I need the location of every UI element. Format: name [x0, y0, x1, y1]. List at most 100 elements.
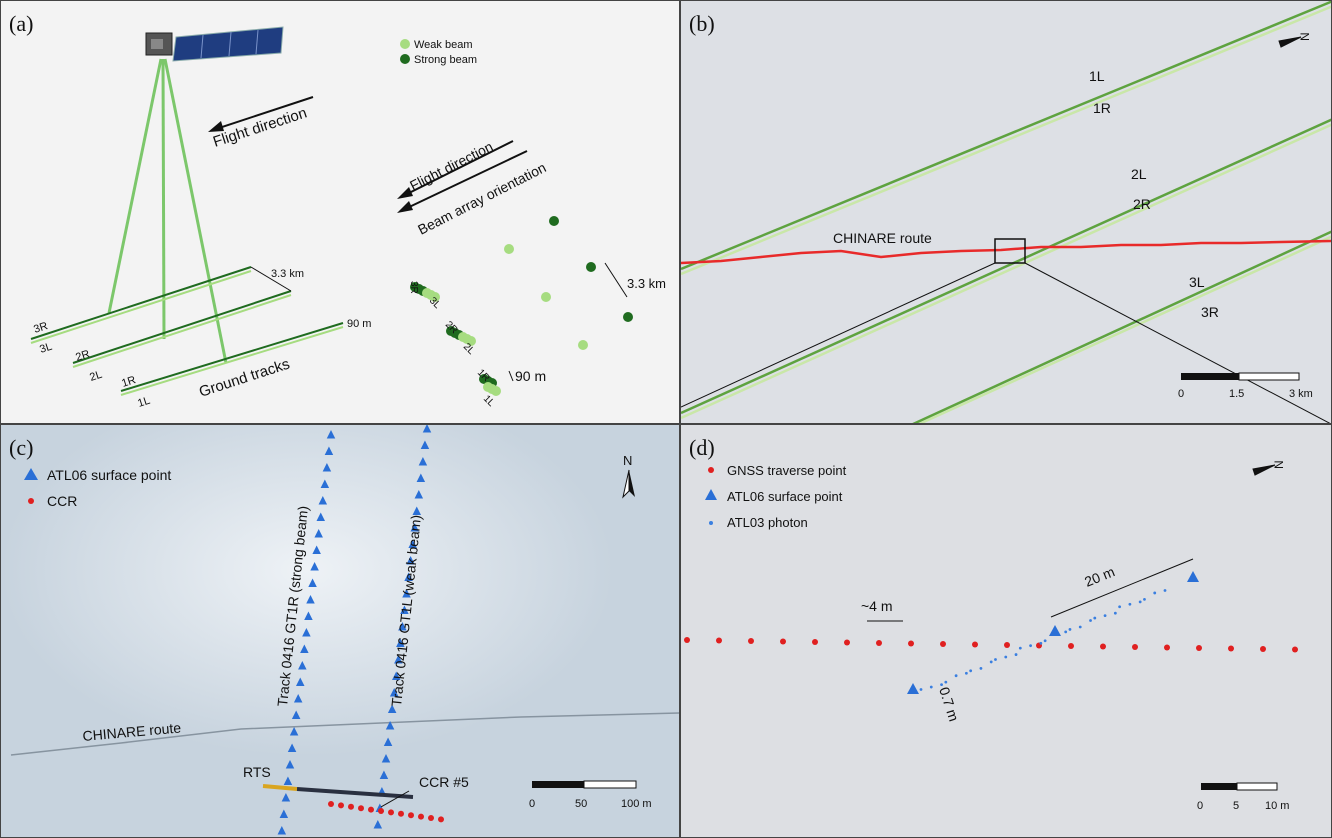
north-arrow-icon — [1278, 36, 1302, 48]
rts-label: RTS — [243, 764, 271, 780]
atl06-point — [392, 671, 401, 680]
beam-footprints — [504, 216, 633, 350]
panel-c: (c) ATL06 surface point CCR N CHINARE ro… — [0, 424, 680, 838]
atl06-point — [314, 529, 323, 538]
distance-90-label-2: 90 m — [515, 368, 546, 384]
track-1r-label: 1R — [120, 374, 137, 390]
chinare-route — [10, 712, 679, 756]
atl06-point — [400, 605, 409, 614]
route-label: CHINARE route — [833, 230, 932, 246]
atl03-photon — [1043, 639, 1047, 643]
atl06-point — [298, 661, 307, 670]
atl06-point — [312, 545, 321, 554]
ccr-point — [418, 813, 424, 820]
atl06-point — [281, 793, 291, 802]
atl06-point — [279, 809, 289, 818]
north-arrow-icon — [1252, 464, 1276, 476]
atl06-point — [396, 638, 405, 647]
flight-direction-arrow — [208, 96, 314, 132]
atl06-point — [385, 721, 395, 730]
track-3l-label: 3L — [38, 341, 53, 356]
track-3l-label: 3L — [1189, 274, 1205, 290]
gnss-point — [1196, 645, 1202, 651]
atl03-photon — [1103, 614, 1107, 618]
rts-traverse — [296, 787, 414, 799]
ccr-point — [398, 810, 404, 817]
panel-d-canvas: (d) GNSS traverse point ATL06 surface po… — [684, 435, 1298, 812]
atl03-photon — [944, 680, 948, 684]
chinare-route — [681, 239, 1331, 265]
ccr-point — [368, 806, 374, 813]
legend-strong-label: Strong beam — [414, 54, 477, 66]
ccr-points — [328, 801, 444, 823]
zoom-line-left — [681, 262, 996, 408]
atl06-point — [316, 512, 325, 521]
atl06-point — [406, 556, 415, 565]
atl06-point — [414, 490, 424, 499]
distance-07-label: 0.7 m — [936, 685, 962, 723]
atl06-point — [907, 683, 919, 694]
gnss-point — [1292, 646, 1298, 653]
atl03-photon — [1093, 616, 1097, 620]
track-3r-label: 3R — [32, 320, 49, 336]
scale-bar — [1201, 782, 1278, 791]
legend-weak-label: Weak beam — [414, 39, 473, 51]
ccr-point — [438, 816, 444, 823]
legend-weak-marker — [400, 39, 410, 49]
atl03-photon — [1163, 589, 1167, 592]
panel-d-label: (d) — [689, 435, 715, 460]
ccr-point — [328, 801, 334, 807]
distance-marker-3 — [508, 370, 514, 382]
ccr-point — [348, 803, 354, 810]
ccr5-label: CCR #5 — [419, 774, 469, 790]
atl03-photon — [919, 688, 923, 691]
atl06-point — [310, 562, 319, 571]
panel-a-canvas: (a) 3R 3L 2R 2L 1R 1L Ground tracks 3.3 … — [9, 11, 666, 410]
atl03-photon — [1113, 611, 1117, 615]
panel-c-canvas: (c) ATL06 surface point CCR N CHINARE ro… — [1, 425, 679, 837]
atl03-photon — [979, 666, 983, 670]
ccr-point — [338, 802, 344, 809]
scale-end: 10 m — [1265, 800, 1289, 812]
atl03-photon — [1068, 628, 1072, 631]
gnss-point — [748, 638, 754, 644]
legend-gnss-label: GNSS traverse point — [727, 463, 847, 478]
distance-3-3-label: 3.3 km — [271, 268, 304, 280]
atl06-point — [402, 589, 411, 598]
footprint-clusters — [410, 282, 501, 396]
satellite-icon — [145, 26, 284, 62]
gnss-point — [1164, 644, 1170, 651]
atl03-photon — [1128, 602, 1132, 606]
atl06-point — [394, 655, 403, 664]
scale-mid: 50 — [575, 798, 587, 810]
legend-ccr-marker — [28, 498, 34, 504]
atl03-photons — [919, 589, 1167, 691]
legend-atl03-label: ATL03 photon — [727, 515, 808, 530]
ccr-point — [358, 805, 364, 812]
distance-20-label: 20 m — [1082, 563, 1117, 589]
scale-end: 100 m — [621, 798, 652, 810]
atl06-point — [420, 440, 430, 449]
atl06-point — [383, 737, 393, 746]
atl03-photon — [1064, 630, 1068, 634]
atl06-point — [326, 430, 336, 439]
atl03-photon — [1078, 625, 1082, 629]
distance-4-label: ~4 m — [861, 598, 893, 614]
icesat-tracks — [681, 1, 1331, 423]
scale-bar — [532, 780, 637, 789]
distance-20-marker — [1050, 558, 1194, 618]
atl06-point — [302, 628, 311, 637]
panel-b-label: (b) — [689, 11, 715, 36]
atl06-point — [320, 479, 330, 488]
atl06-point — [379, 770, 389, 779]
north-label: N — [623, 453, 632, 468]
legend-atl03-marker — [709, 521, 713, 525]
atl06-point — [291, 710, 301, 719]
atl06-point — [287, 743, 297, 752]
panel-d: (d) GNSS traverse point ATL06 surface po… — [680, 424, 1332, 838]
ground-tracks — [30, 266, 344, 396]
legend-atl06-marker — [705, 489, 717, 500]
gnss-point — [972, 641, 978, 648]
atl06-point — [285, 760, 295, 769]
track-1l-label: 1L — [136, 395, 151, 410]
